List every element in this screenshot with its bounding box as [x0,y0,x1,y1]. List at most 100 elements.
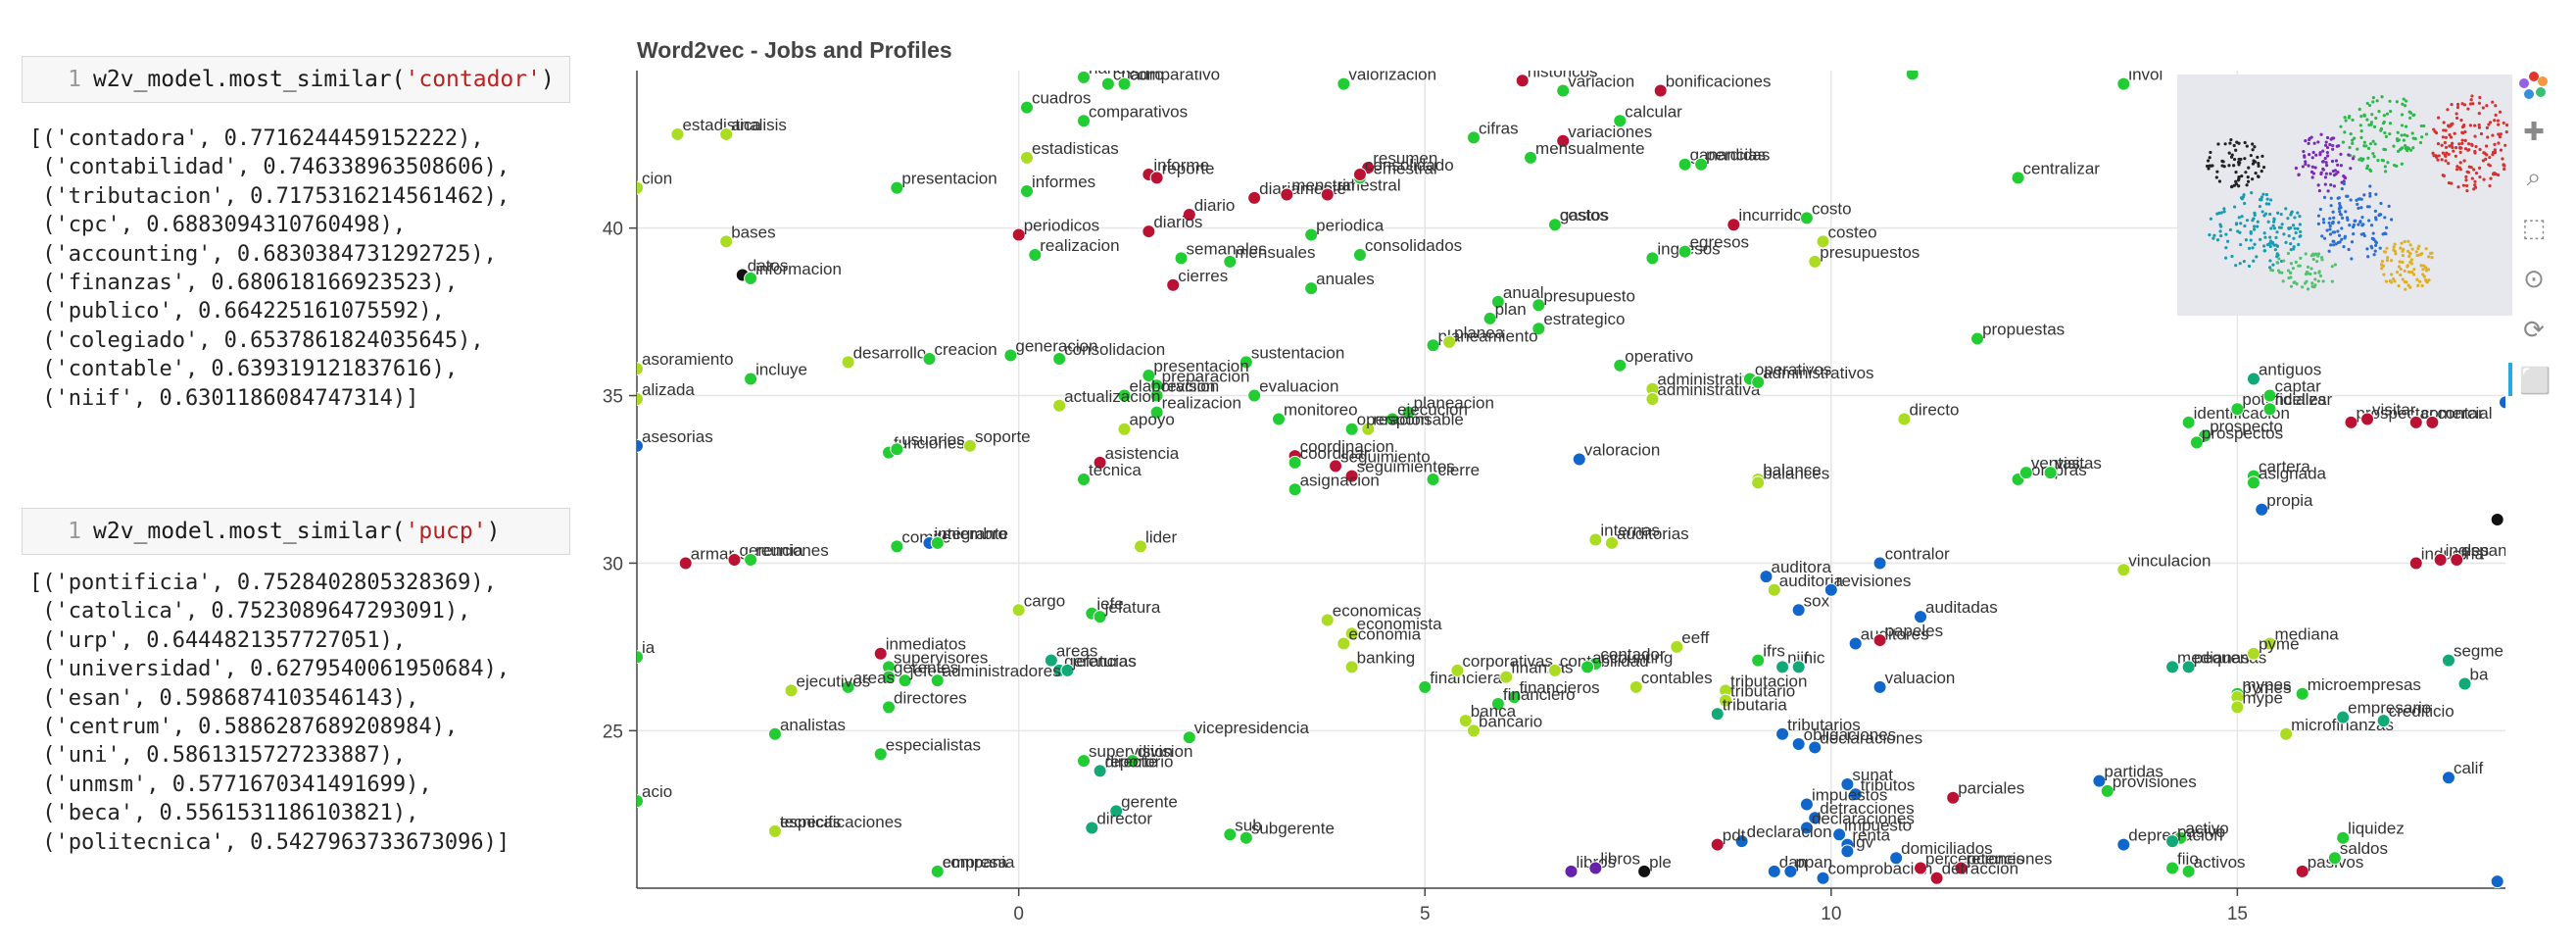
inset-dot [2358,124,2362,127]
data-point-label: detracciones [1820,799,1914,818]
inset-dot [2384,279,2388,283]
data-point-label: integrante [934,524,1008,543]
inset-dot [2406,134,2409,138]
code-cell-contador[interactable]: 1 w2v_model.most_similar('contador') [22,56,570,103]
inset-dot [2223,142,2227,146]
data-point-label: operativo [1625,347,1693,366]
inset-dot [2403,239,2406,244]
inset-dot [2367,219,2371,223]
inset-dot [2385,258,2390,263]
inset-dot [2389,110,2393,114]
hover-icon[interactable]: ⬜ [2519,367,2552,396]
inset-dot [2503,143,2507,147]
data-point-label: supervision [1089,742,1173,761]
inset-dot [2442,121,2446,125]
box-zoom-icon[interactable]: ⌕ [2526,163,2542,192]
data-point [1572,452,1586,467]
inset-dot [2406,264,2409,268]
inset-dot [2237,184,2241,188]
data-point-label: presentacion [901,170,996,188]
inset-dot [2369,121,2374,125]
data-point-label: gerente [1121,792,1178,811]
inset-dot [2404,287,2407,291]
reset-icon[interactable]: ⟳ [2523,316,2545,345]
inset-dot [2347,116,2351,120]
inset-dot [2269,268,2273,273]
inset-dot [2442,128,2446,132]
inset-dot [2368,194,2372,198]
inset-dot [2278,271,2282,274]
inset-dot [2329,243,2333,247]
code-text[interactable]: w2v_model.most_similar('contador') [93,57,555,102]
data-point [1515,74,1530,88]
code-close: ) [540,67,555,92]
inset-dot [2380,263,2384,267]
inset-dot [2441,151,2445,155]
inset-dot [2215,238,2220,242]
inset-dot [2339,213,2343,217]
data-point [1726,218,1741,232]
inset-dot [2374,192,2378,196]
inset-dot [2380,267,2384,271]
data-point [1840,777,1855,792]
inset-dot [2421,268,2425,272]
inset-dot [2228,141,2232,145]
inset-dot [2374,243,2378,248]
inset-dot [2209,217,2212,221]
inset-dot [2432,127,2436,131]
inset-dot [2268,212,2272,217]
inset-dot [2359,232,2363,236]
inset-dot [2322,221,2326,224]
data-point-label: cuadros [1032,89,1091,108]
inset-dot [2319,132,2323,136]
inset-dot [2487,163,2491,167]
inset-dot [2412,113,2416,117]
inset-dot [2216,142,2220,146]
inset-dot [2460,130,2464,134]
inset-dot [2211,236,2215,240]
data-point-label: administrativa [1657,380,1760,399]
inset-dot [2376,158,2380,163]
inset-dot [2445,151,2449,155]
code-cell-pucp[interactable]: 1 w2v_model.most_similar('pucp') [22,508,570,555]
inset-dot [2317,270,2321,274]
inset-dot [2343,175,2348,180]
data-point-label: asistencia [1105,444,1180,463]
bokeh-logo-icon[interactable] [2519,71,2549,100]
inset-dot [2395,137,2400,141]
inset-dot [2294,260,2298,265]
wheel-zoom-icon[interactable]: ⬚ [2521,214,2547,243]
data-point [2457,676,2472,691]
y-tick-label: 40 [603,220,623,240]
data-point-label: financiero [1503,685,1576,704]
inset-dot [2444,145,2449,150]
inset-dot [2277,225,2282,229]
data-point [2433,553,2448,568]
inset-dot [2492,172,2496,175]
inset-dot [2473,179,2477,183]
inset-dot [2345,216,2350,220]
data-point [1734,834,1749,849]
inset-dot [2316,222,2320,226]
inset-dot [2316,183,2320,187]
code-text[interactable]: w2v_model.most_similar('pucp') [93,509,500,554]
data-point [1166,277,1181,292]
inset-dot [2336,170,2340,174]
inset-dot [2325,150,2329,155]
inset-dot [2237,216,2241,220]
inset-dot [2380,95,2384,99]
inset-dot [2238,230,2242,234]
inset-dot [2232,143,2236,148]
pan-icon[interactable]: ✚ [2523,118,2545,147]
data-point-label: administrativos [1763,364,1873,382]
data-point-label: operacion [1357,411,1431,429]
inset-dot [2246,175,2250,179]
inset-dot [2452,149,2455,153]
data-point-label: periodicos [1024,216,1100,234]
data-point-label: nando [1089,59,1135,77]
data-point-label: activo [2185,820,2228,838]
data-point-label: especificaciones [780,813,902,831]
inset-dot [2331,239,2335,243]
tap-icon[interactable]: ⊙ [2523,265,2545,294]
